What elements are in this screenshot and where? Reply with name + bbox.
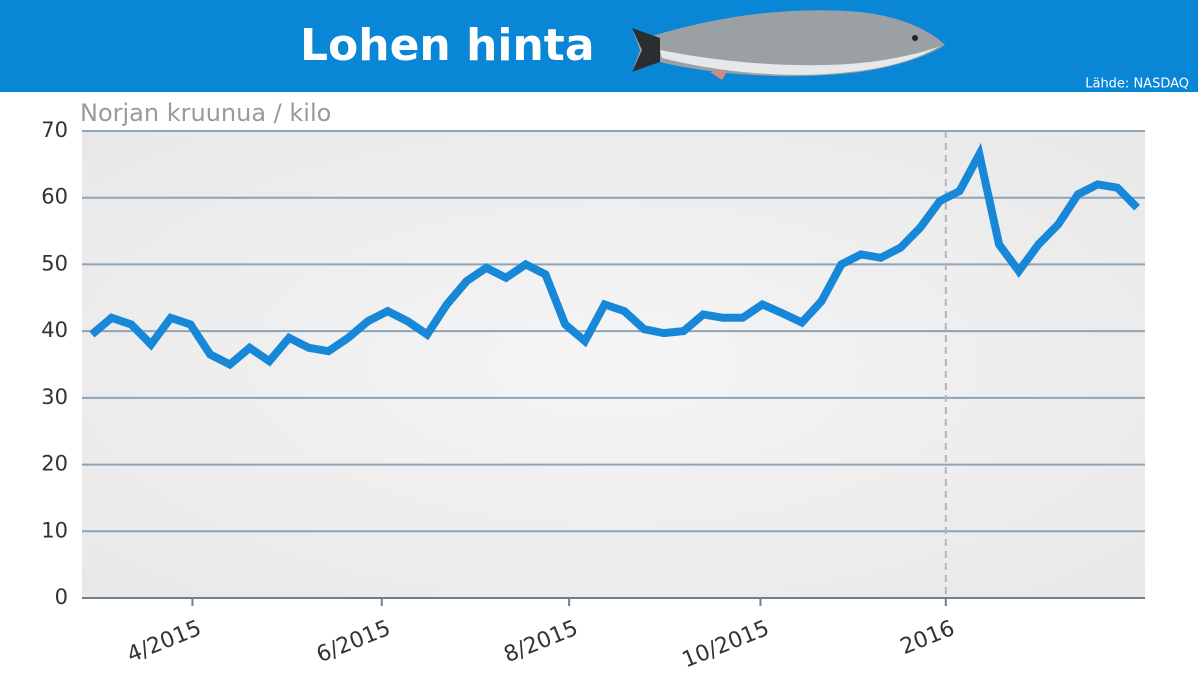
fish-icon [632, 10, 945, 80]
y-tick-label: 70 [41, 118, 68, 142]
header-bar [0, 0, 1198, 92]
y-axis-label: Norjan kruunua / kilo [80, 99, 331, 127]
y-tick-label: 60 [41, 185, 68, 209]
plot-area [82, 131, 1145, 598]
chart-title: Lohen hinta [300, 20, 595, 71]
y-tick-label: 40 [41, 318, 68, 342]
y-tick-label: 30 [41, 385, 68, 409]
y-tick-label: 0 [55, 585, 68, 609]
y-tick-label: 20 [41, 452, 68, 476]
source: Lähde: NASDAQ [1085, 77, 1189, 92]
series-line [89, 142, 1140, 370]
y-tick-label: 50 [41, 251, 68, 275]
credit: Yle Uutisgrafiikka [1075, 97, 1189, 112]
y-tick-label: 10 [41, 518, 68, 542]
